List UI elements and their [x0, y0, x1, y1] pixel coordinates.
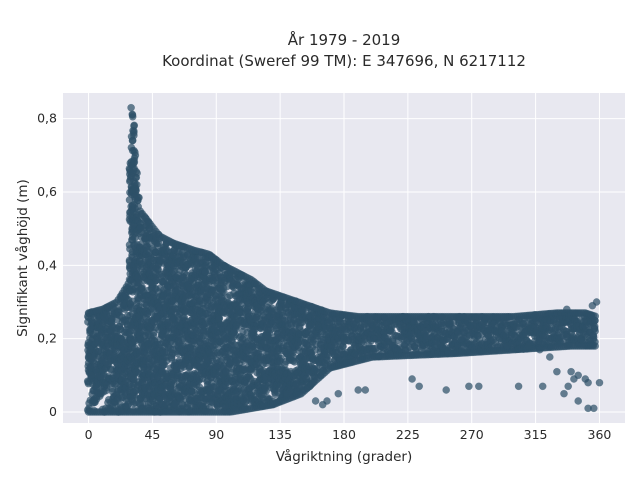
chart-title-line-2: Koordinat (Sweref 99 TM): E 347696, N 62…	[162, 52, 526, 70]
data-point	[129, 129, 138, 137]
chart-title-line-1: År 1979 - 2019	[288, 30, 401, 49]
data-points	[83, 103, 604, 416]
